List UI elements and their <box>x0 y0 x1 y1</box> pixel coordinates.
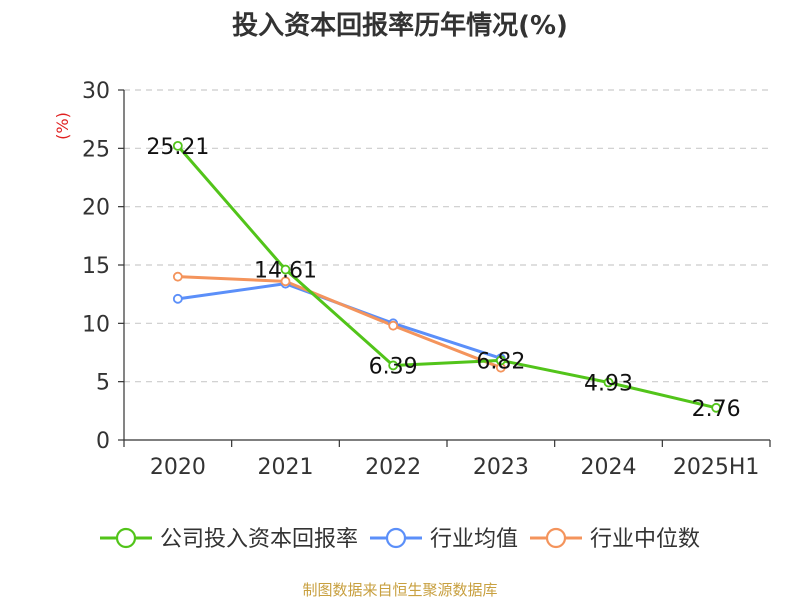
y-tick-label: 25 <box>82 137 110 162</box>
data-label: 6.39 <box>369 354 418 379</box>
data-label: 25.21 <box>146 135 209 160</box>
x-tick-label: 2021 <box>258 455 314 480</box>
legend-marker-icon <box>115 527 137 549</box>
series-line <box>177 275 502 370</box>
data-point <box>280 264 291 275</box>
chart-title: 投入资本回报率历年情况(%) <box>232 10 568 41</box>
grid-lines <box>124 89 770 383</box>
data-point <box>172 271 183 282</box>
data-point <box>603 377 614 388</box>
data-point <box>280 276 291 287</box>
data-label: 2.76 <box>692 397 741 422</box>
data-labels: 25.21 14.61 6.39 6.82 4.93 2.76 <box>146 135 740 422</box>
legend-marker-icon <box>385 527 407 549</box>
legend-label: 行业均值 <box>430 527 518 552</box>
data-point <box>388 320 399 331</box>
y-tick-label: 10 <box>82 312 110 337</box>
y-tick-label: 5 <box>96 371 110 396</box>
series-lines <box>176 144 717 410</box>
y-tick-label: 30 <box>82 79 110 104</box>
axes: 0 5 10 15 20 25 30 2020 2021 2022 2023 2024 2025H1 <box>82 79 771 480</box>
data-point <box>711 402 722 413</box>
y-tick-label: 0 <box>96 429 110 454</box>
y-tick-label: 15 <box>82 254 110 279</box>
y-axis-unit-label: (%) <box>53 112 72 140</box>
x-tick-label: 2023 <box>473 455 529 480</box>
y-tick-label: 20 <box>82 196 110 221</box>
x-tick-label: 2022 <box>365 455 421 480</box>
data-label: 6.82 <box>476 349 525 374</box>
series-points <box>172 140 722 413</box>
data-label: 14.61 <box>254 259 317 284</box>
data-point <box>172 140 183 151</box>
data-point <box>388 360 399 371</box>
source-note: 制图数据来自恒生聚源数据库 <box>302 581 497 599</box>
x-tick-label: 2025H1 <box>673 455 760 480</box>
data-point <box>495 355 506 366</box>
series-line <box>176 144 717 410</box>
data-label: 4.93 <box>584 371 633 396</box>
legend-label: 公司投入资本回报率 <box>160 527 358 552</box>
legend-label: 行业中位数 <box>590 527 700 552</box>
data-point <box>172 293 183 304</box>
series-line <box>177 282 502 360</box>
x-tick-label: 2020 <box>150 455 206 480</box>
x-tick-label: 2024 <box>581 455 637 480</box>
legend: 公司投入资本回报率 行业均值 行业中位数 <box>100 527 700 552</box>
legend-marker-icon <box>545 527 567 549</box>
